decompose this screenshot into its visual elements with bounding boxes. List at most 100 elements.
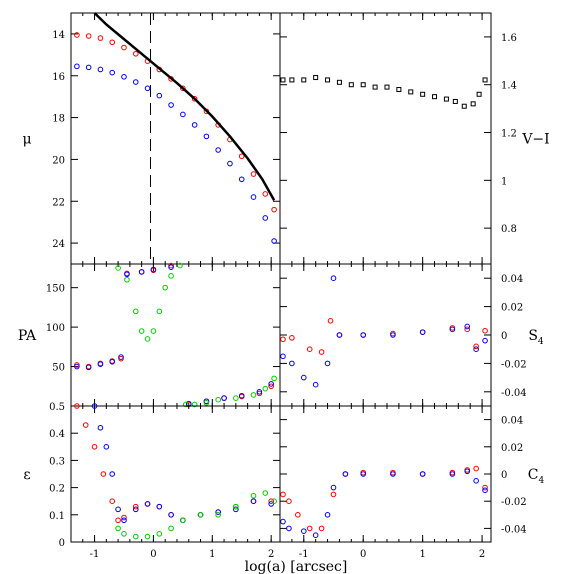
series-blue [74,264,274,407]
y-tick-label: 0.02 [501,303,523,314]
data-point [271,375,277,382]
data-point [132,506,139,513]
data-point [324,360,331,367]
data-point [215,509,221,515]
panel-pa: 50 100 150 PA [18,262,281,408]
x-tick-label: 1 [419,549,425,560]
data-point [250,492,257,499]
data-point [312,532,319,539]
data-point [233,395,239,401]
series-black [280,75,488,109]
data-point [85,33,92,39]
y-axis-label-eps: ε [23,467,30,483]
data-point [132,503,139,510]
series-black [93,12,276,201]
data-point [74,32,80,38]
data-point [250,194,257,200]
data-point [215,512,221,518]
data-point [336,79,342,85]
data-point [250,171,257,177]
panel-frame [279,12,492,265]
data-point [280,518,286,525]
data-point [144,533,151,540]
data-point [109,471,116,477]
data-point [138,269,145,275]
y-tick-label: 1.2 [501,129,517,140]
data-point [262,490,269,496]
data-point [449,471,456,477]
y-tick-label: 22 [52,197,65,208]
data-point [313,75,319,81]
y-tick-label: 0 [59,538,65,549]
data-point [419,471,426,477]
y-axis-label-pa: PA [18,328,37,344]
data-point [280,491,286,498]
panel-mu: 14 16 18 20 22 24 μ [22,12,281,265]
data-point [115,265,121,271]
data-point [464,326,471,333]
data-point [419,329,426,335]
data-point [262,191,269,197]
y-tick-label: 0.5 [49,402,65,413]
data-point [191,122,198,128]
data-point [132,79,139,85]
data-point [85,364,92,371]
y-tick-label: 1 [501,176,507,187]
data-point [227,160,233,167]
data-point [271,206,277,213]
data-point [238,176,245,183]
panel-frame [70,12,281,265]
data-point [91,444,98,450]
data-point [150,266,157,273]
data-point [238,392,245,399]
data-point [342,471,349,477]
panel-eps: 0 0.1 0.2 0.3 0.4 0.5 ε [23,402,281,549]
data-point [121,44,127,51]
data-point [191,95,198,102]
data-point [97,424,104,431]
data-point [180,111,186,118]
y-tick-label: 0.3 [49,456,65,467]
y-axis-label-s4: S4 [528,328,544,347]
series-red [280,318,488,355]
data-point [289,335,295,341]
data-point [360,332,367,338]
data-point [289,77,295,83]
data-point [132,50,139,57]
data-point [191,401,198,408]
data-point [449,326,456,333]
series-red [280,465,488,532]
data-point [348,82,354,88]
data-point [473,346,479,353]
data-point [124,276,130,283]
data-point [183,401,189,408]
y-tick-label: 0 [501,331,507,342]
data-point [233,503,239,510]
data-point [464,323,471,330]
panel-s4: -0.04 -0.02 0 0.02 0.04 S4 [279,263,544,407]
x-tick-label: -1 [90,549,100,560]
data-point [452,98,458,104]
panel-frame [279,405,492,543]
data-point [168,525,174,532]
data-point [262,215,269,221]
data-point [360,471,367,477]
series-green [115,262,277,408]
data-point [268,381,274,387]
x-tick-label: 0 [150,549,156,560]
data-point [432,94,438,100]
data-point [115,525,121,532]
data-point [330,491,337,498]
data-point [115,506,121,513]
data-point [144,501,151,507]
series-green [115,490,277,540]
data-point [233,506,239,513]
data-point [215,147,221,153]
data-point [295,512,301,518]
data-point [476,91,482,97]
data-point [300,528,307,534]
y-tick-label: 50 [52,363,65,374]
x-axis-label: log(a) [arcsec] [245,559,348,574]
x-tick-label: 2 [479,549,485,560]
